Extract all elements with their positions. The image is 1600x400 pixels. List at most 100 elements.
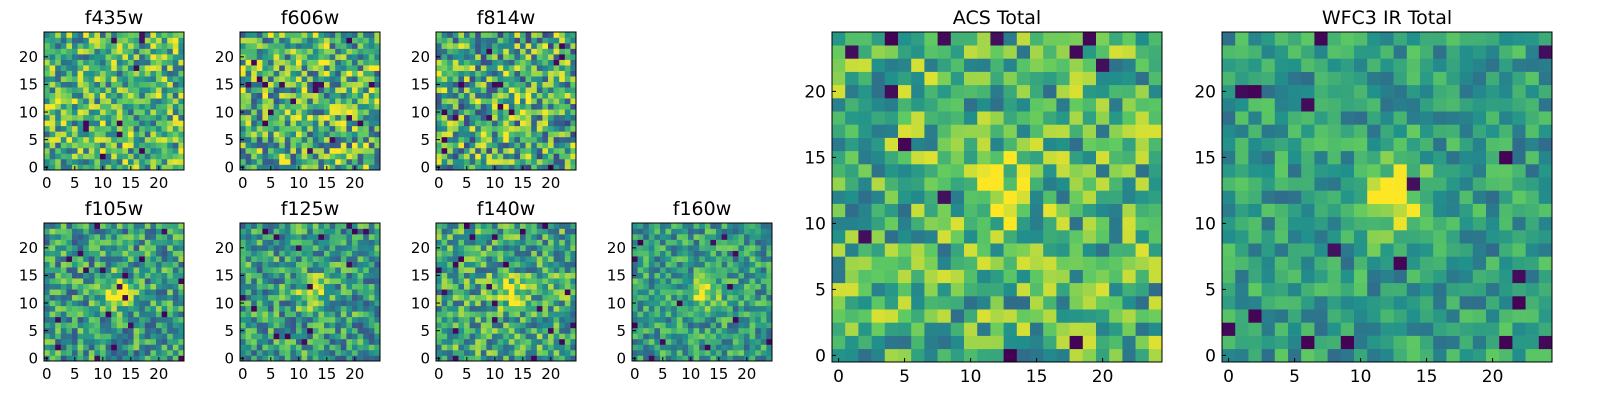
heatmap-cell (60, 327, 67, 334)
heatmap-cell (441, 234, 448, 240)
heatmap-cell (374, 158, 381, 165)
heatmap-cell (1122, 335, 1136, 350)
heatmap-cell (845, 137, 859, 152)
heatmap-cell (133, 355, 140, 362)
heatmap-cell (676, 327, 683, 334)
heatmap-cell (564, 59, 571, 66)
heatmap-cell (94, 37, 101, 44)
heatmap-cell (122, 294, 129, 301)
heatmap-cell (1122, 124, 1136, 138)
heatmap-cell (632, 311, 638, 318)
heatmap-cell (486, 272, 493, 279)
heatmap-cell (480, 289, 487, 296)
heatmap-cell (531, 261, 538, 268)
heatmap-cell (240, 103, 246, 110)
heatmap-cell (682, 267, 689, 273)
heatmap-cell (542, 261, 549, 268)
heatmap-cell (144, 223, 151, 229)
heatmap-cell (262, 322, 269, 329)
x-tick-label: 20 (737, 365, 756, 383)
heatmap-cell (738, 272, 745, 279)
heatmap-cell (279, 153, 286, 160)
heatmap-cell (721, 289, 728, 296)
heatmap-cell (133, 153, 140, 160)
heatmap-cell (245, 261, 252, 268)
heatmap-cell (727, 267, 734, 273)
heatmap-cell (911, 256, 925, 270)
heatmap-cell (273, 43, 280, 49)
heatmap-cell (716, 294, 722, 301)
heatmap-cell (172, 43, 179, 49)
heatmap-cell (172, 261, 179, 268)
heatmap-cell (497, 267, 504, 273)
heatmap-cell (514, 267, 521, 273)
heatmap-cell (66, 147, 73, 154)
heatmap-cell (570, 338, 577, 345)
heatmap-cell (738, 344, 745, 351)
heatmap-cell (508, 278, 515, 285)
heatmap-cell (251, 316, 258, 323)
heatmap-cell (296, 131, 302, 138)
heatmap-cell (340, 125, 347, 132)
heatmap-cell (335, 311, 342, 318)
heatmap-cell (570, 239, 577, 246)
heatmap-cell (245, 147, 252, 154)
heatmap-cell (570, 256, 577, 262)
heatmap-cell (133, 316, 140, 323)
heatmap-cell (329, 125, 336, 132)
heatmap-cell (55, 300, 62, 307)
heatmap-cell (486, 250, 493, 257)
heatmap-cell (548, 245, 554, 251)
heatmap-cell (72, 272, 78, 279)
heatmap-cell (1082, 216, 1097, 231)
heatmap-cell (346, 349, 353, 356)
x-tick-label: 10 (485, 174, 504, 192)
heatmap-cell (245, 92, 252, 99)
heatmap-cell (693, 338, 700, 345)
heatmap-cell (871, 335, 886, 350)
heatmap-cell (329, 278, 336, 285)
heatmap-cell (452, 92, 459, 99)
heatmap-cell (441, 239, 448, 246)
heatmap-cell (654, 245, 661, 251)
heatmap-cell (492, 147, 498, 154)
heatmap-cell (122, 245, 129, 251)
heatmap-cell (665, 333, 672, 340)
heatmap-cell (363, 142, 370, 149)
heatmap-cell (559, 43, 566, 49)
heatmap-cell (536, 228, 543, 235)
heatmap-cell (262, 87, 269, 94)
heatmap-cell (548, 344, 554, 351)
heatmap-cell (161, 54, 168, 60)
panel-title: f105w (85, 198, 144, 220)
heatmap-cell (340, 48, 347, 55)
heatmap-cell (570, 316, 577, 323)
heatmap-cell (486, 316, 493, 323)
heatmap-cell (301, 103, 308, 110)
heatmap-cell (531, 65, 538, 71)
heatmap-cell (312, 37, 319, 44)
heatmap-cell (335, 261, 342, 268)
heatmap-cell (94, 81, 101, 88)
heatmap-cell (88, 311, 95, 318)
heatmap-cell (49, 305, 56, 312)
axes-frame (43, 222, 185, 362)
heatmap-cell (307, 164, 314, 171)
heatmap-cell (144, 278, 151, 285)
heatmap-cell (312, 338, 319, 345)
y-tick-label: 10 (19, 294, 38, 312)
heatmap-cell (648, 234, 655, 240)
heatmap-cell (357, 294, 364, 301)
heatmap-cell (172, 256, 179, 262)
heatmap-cell (559, 76, 566, 82)
heatmap-cell (441, 37, 448, 44)
heatmap-cell (665, 344, 672, 351)
heatmap-cell (161, 272, 168, 279)
heatmap-cell (144, 250, 151, 257)
heatmap-cell (94, 338, 101, 345)
heatmap-cell (441, 131, 448, 138)
heatmap-cell (100, 54, 106, 60)
heatmap-cell (845, 203, 859, 218)
heatmap-cell (749, 333, 756, 340)
heatmap-cell (665, 294, 672, 301)
